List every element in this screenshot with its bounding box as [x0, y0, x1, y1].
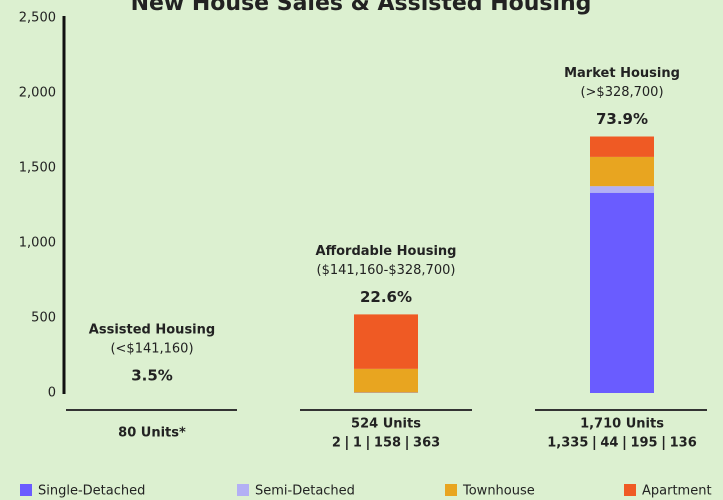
units-label: 524 Units — [351, 417, 421, 432]
value-label: 136 — [670, 436, 697, 451]
bar-segment — [354, 314, 418, 369]
category-range: ($141,160-$328,700) — [317, 263, 456, 278]
share-label: 22.6% — [360, 288, 412, 306]
category-label: Assisted Housing — [89, 323, 215, 338]
share-label: 73.9% — [596, 110, 648, 128]
legend-label: Apartment — [642, 484, 712, 499]
category-label: Affordable Housing — [316, 244, 457, 259]
value-label: 363 — [413, 436, 440, 451]
units-label: 80 Units* — [118, 426, 186, 441]
y-tick-label: 500 — [31, 311, 56, 326]
value-label: 195 — [630, 436, 657, 451]
legend-swatch — [20, 484, 32, 496]
y-tick-label: 2,000 — [19, 86, 56, 101]
bar-segment — [590, 192, 654, 393]
legend-label: Semi-Detached — [255, 484, 355, 499]
category-range: (>$328,700) — [580, 85, 663, 100]
value-label: 44 — [600, 436, 618, 451]
value-label: 1,335 — [547, 436, 588, 451]
chart-title: New House Sales & Assisted Housing — [131, 0, 592, 16]
legend-swatch — [445, 484, 457, 496]
share-label: 3.5% — [131, 367, 173, 385]
y-tick-label: 1,500 — [19, 161, 56, 176]
bar-segment — [590, 186, 654, 193]
category-range: (<$141,160) — [110, 342, 193, 357]
units-label: 1,710 Units — [580, 417, 664, 432]
y-tick-label: 0 — [48, 386, 56, 401]
legend-label: Single-Detached — [38, 484, 145, 499]
legend-swatch — [237, 484, 249, 496]
legend-label: Townhouse — [462, 484, 535, 499]
bar-segment — [590, 136, 654, 157]
legend-swatch — [624, 484, 636, 496]
bar-segment — [590, 156, 654, 187]
value-label: 1 — [353, 436, 362, 451]
category-label: Market Housing — [564, 66, 680, 81]
value-label: 158 — [374, 436, 401, 451]
value-label: 2 — [332, 436, 341, 451]
y-tick-label: 2,500 — [19, 11, 56, 26]
y-tick-label: 1,000 — [19, 236, 56, 251]
bar-segment — [354, 368, 418, 393]
